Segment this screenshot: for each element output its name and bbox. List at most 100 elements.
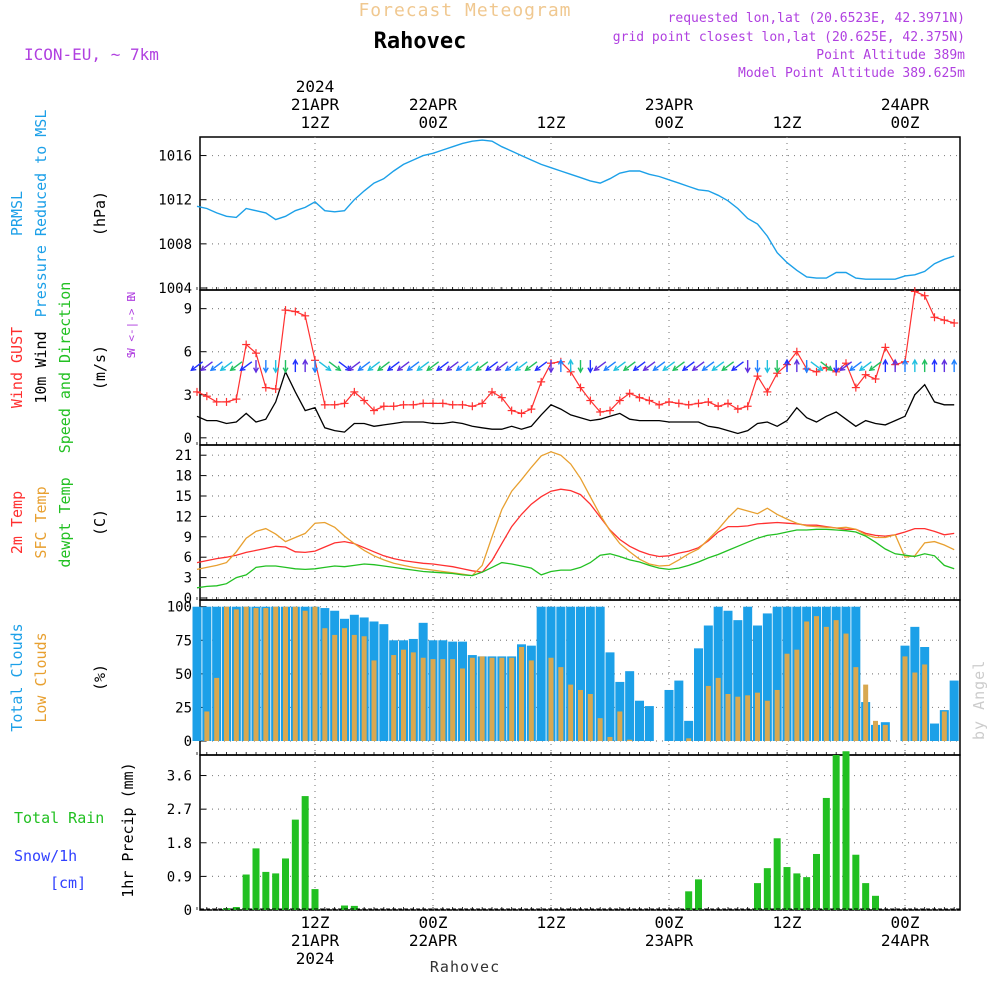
top-time-label: 12Z bbox=[773, 113, 802, 132]
wind-direction-arrowhead bbox=[209, 365, 217, 372]
low-cloud-bar bbox=[873, 720, 878, 741]
wind-compass-0: N bbox=[125, 292, 138, 299]
total-cloud-bar bbox=[772, 606, 782, 741]
wind-compass-2: S bbox=[125, 352, 138, 359]
wind-direction-arrowhead bbox=[833, 367, 840, 374]
gridpoint-coords: grid point closest lon,lat (20.625E, 42.… bbox=[613, 30, 965, 45]
low-cloud-bar bbox=[607, 736, 613, 741]
total-cloud-bar bbox=[192, 606, 202, 741]
low-cloud-bar bbox=[499, 657, 505, 741]
low-cloud-bar bbox=[479, 656, 485, 741]
wind-direction-arrowhead bbox=[849, 365, 856, 372]
bottom-time-label: 00Z bbox=[891, 913, 920, 932]
wind-direction-arrowhead bbox=[754, 367, 761, 374]
temp-tick-label: 18 bbox=[175, 469, 192, 485]
temp-frame bbox=[199, 444, 961, 601]
low-cloud-bar bbox=[863, 684, 869, 741]
bottom-time-label: 22APR bbox=[409, 931, 458, 950]
wind-label-0: Wind GUST bbox=[8, 327, 26, 408]
wind-direction-arrow bbox=[190, 361, 204, 371]
wind-direction-arrowhead bbox=[386, 365, 394, 372]
pressure-label-1: Pressure Reduced to MSL bbox=[32, 110, 50, 318]
wind-direction-arrowhead bbox=[325, 365, 332, 372]
low-cloud-bar bbox=[833, 620, 839, 741]
low-cloud-bar bbox=[725, 694, 731, 741]
low-cloud-bar bbox=[410, 652, 416, 741]
wind-direction-arrowhead bbox=[524, 365, 531, 372]
rain-bar bbox=[773, 838, 781, 910]
wind-label-1: 10m Wind bbox=[32, 331, 50, 403]
wind-direction-arrowhead bbox=[803, 367, 810, 374]
wind-direction-arrowhead bbox=[632, 365, 639, 372]
wind-direction-arrow bbox=[328, 361, 341, 371]
low-cloud-bar bbox=[528, 660, 534, 741]
wind-direction-arrow bbox=[731, 361, 744, 371]
total-cloud-bar bbox=[664, 689, 674, 741]
wind-direction-arrowhead bbox=[416, 365, 423, 372]
rain-bar bbox=[852, 854, 860, 910]
low-cloud-bar bbox=[764, 700, 770, 741]
wind-direction-arrow bbox=[594, 361, 607, 371]
top-time-label: 22APR bbox=[409, 95, 458, 114]
clouds-tick-label: 25 bbox=[175, 700, 192, 716]
low-cloud-bar bbox=[715, 677, 721, 741]
precip-frame bbox=[199, 754, 961, 911]
wind-direction-arrow bbox=[672, 361, 685, 371]
low-cloud-bar bbox=[853, 667, 859, 741]
wind-direction-arrow bbox=[436, 361, 449, 371]
low-cloud-bar bbox=[420, 657, 426, 741]
wind-direction-arrowhead bbox=[711, 365, 718, 372]
requested-coords: requested lon,lat (20.6523E, 42.3971N) bbox=[668, 11, 965, 26]
rain-bar bbox=[272, 873, 280, 910]
wind-direction-arrowhead bbox=[774, 367, 781, 374]
rain-bar bbox=[803, 877, 811, 910]
temperature-panel: 0 3 6 9 12 15 18 21 2m Temp SFC Temp dewpt Temp (C) bbox=[8, 444, 961, 607]
temp-sfc-line bbox=[196, 451, 955, 577]
low-cloud-bar bbox=[351, 634, 357, 741]
wind-direction-arrowhead bbox=[485, 365, 492, 372]
total-cloud-bar bbox=[625, 671, 635, 741]
wind-direction-arrowhead bbox=[882, 358, 889, 365]
low-cloud-bar bbox=[784, 653, 790, 741]
wind-direction-arrowhead bbox=[347, 365, 354, 372]
wind-direction-arrow bbox=[515, 361, 528, 371]
rain-bar bbox=[832, 755, 840, 910]
precip-label-0: Total Rain bbox=[14, 809, 104, 827]
temp-tick-label: 15 bbox=[175, 489, 192, 505]
total-cloud-bar bbox=[635, 700, 644, 741]
wind-direction-arrow bbox=[662, 361, 676, 371]
wind-direction-arrow bbox=[692, 361, 705, 371]
bottom-time-label: 12Z bbox=[537, 913, 566, 932]
wind-tick-label: 6 bbox=[184, 345, 192, 361]
wind-direction-arrow bbox=[446, 361, 459, 371]
wind-direction-arrowhead bbox=[335, 365, 342, 372]
wind-direction-arrowhead bbox=[557, 358, 564, 365]
wind-unit-label: (m/s) bbox=[91, 345, 109, 390]
wind-direction-arrowhead bbox=[793, 358, 800, 365]
wind-direction-arrow bbox=[407, 361, 420, 371]
pressure-panel: 1004 1008 1012 1016 PRMSL Pressure Reduced to… bbox=[8, 110, 961, 318]
wind-direction-arrowhead bbox=[672, 365, 679, 372]
low-cloud-bar bbox=[214, 677, 220, 741]
top-time-label: 2024 bbox=[296, 77, 335, 96]
pressure-tick-label: 1008 bbox=[158, 237, 192, 253]
wind-direction-arrowhead bbox=[744, 367, 751, 374]
wind-direction-arrowhead bbox=[272, 367, 279, 374]
temp-tick-label: 3 bbox=[184, 571, 192, 587]
rain-bar bbox=[763, 868, 771, 910]
wind-direction-arrowhead bbox=[200, 365, 207, 372]
wind-direction-arrowhead bbox=[292, 358, 299, 365]
total-cloud-bar bbox=[674, 680, 684, 741]
low-cloud-bar bbox=[342, 628, 347, 741]
low-cloud-bar bbox=[519, 647, 524, 741]
wind-direction-arrowhead bbox=[951, 358, 958, 365]
rain-bar bbox=[754, 883, 761, 910]
wind-direction-arrow bbox=[859, 361, 872, 371]
low-cloud-bar bbox=[440, 659, 446, 741]
low-cloud-bar bbox=[902, 656, 908, 741]
temp-tick-label: 0 bbox=[184, 591, 192, 607]
wind-tick-label: 0 bbox=[184, 431, 192, 447]
wind-direction-arrowhead bbox=[229, 365, 236, 372]
